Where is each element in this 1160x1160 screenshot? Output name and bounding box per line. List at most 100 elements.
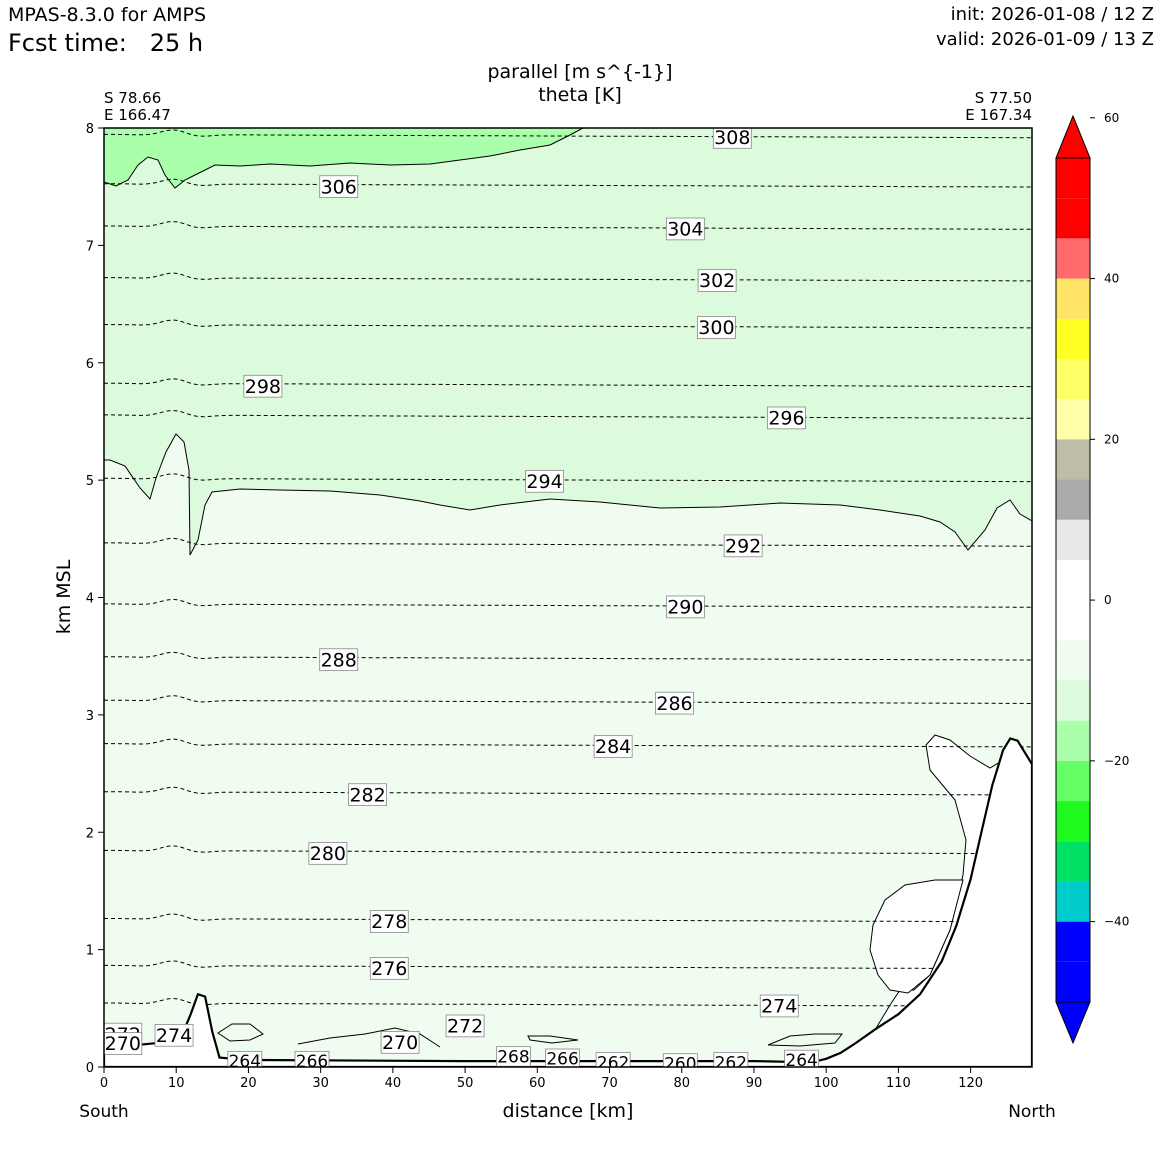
isotherm-label-box [655, 691, 694, 715]
isotherm-label: 282 [348, 783, 387, 807]
shading-strong-band [104, 128, 583, 188]
isotherm-label-box [154, 1023, 194, 1047]
isotherm-label: 274 [154, 1023, 194, 1047]
isotherm-label-text: 266 [296, 1052, 328, 1072]
contour-small-1 [217, 1023, 264, 1042]
right-endpoint-lat: S 77.50 [975, 89, 1032, 107]
isotherm-line [104, 960, 1032, 970]
colorbar-band [1056, 680, 1090, 721]
isotherm-label: 270 [380, 1031, 420, 1054]
isotherm-label: 264 [784, 1049, 820, 1071]
colorbar-band [1056, 238, 1090, 279]
colorbar-band [1056, 881, 1090, 922]
colorbar-tick-label: 40 [1104, 272, 1119, 286]
isotherm-label: 266 [545, 1048, 580, 1070]
isotherm-label: 304 [665, 217, 705, 241]
isotherm-line [104, 178, 1032, 188]
isotherm-label-box [665, 217, 705, 241]
isotherm-label-box [319, 648, 359, 672]
isotherm-line [104, 409, 1032, 419]
isotherm-label-text: 264 [229, 1052, 261, 1072]
isotherm-label-box [525, 469, 564, 493]
isotherm-label-text: 274 [156, 1025, 192, 1047]
isotherm-label: 296 [767, 406, 806, 430]
isotherm-label-box [697, 269, 737, 292]
isotherm-label-text: 266 [546, 1050, 578, 1070]
isotherm-label-box [369, 910, 409, 933]
isotherm-label-text: 282 [349, 784, 385, 806]
isotherm-label-box [104, 1032, 143, 1055]
isotherm-label: 292 [723, 534, 763, 558]
isotherm-label-box [665, 595, 705, 619]
shading-mid-band [104, 128, 1032, 555]
isotherm-label: 268 [496, 1046, 531, 1067]
isotherm-label-box [595, 1052, 631, 1067]
isotherm-label-text: 298 [245, 376, 281, 398]
isotherm-line [104, 695, 1032, 704]
isotherm-label-box [369, 957, 409, 980]
isotherm-label: 274 [759, 994, 799, 1018]
isotherm-label-text: 284 [595, 736, 631, 758]
contour-zero-upper [104, 128, 584, 189]
y-tick-label: 7 [86, 239, 94, 254]
isotherm-label-text: 270 [382, 1032, 418, 1054]
isotherm-label-text: 288 [321, 649, 357, 671]
colorbar-band [1056, 439, 1090, 480]
colorbar-band [1056, 961, 1090, 1002]
isotherm-label: 264 [227, 1050, 263, 1072]
isotherm-label: 276 [369, 957, 409, 980]
colorbar-tick-label: −20 [1104, 754, 1129, 768]
y-tick-label: 4 [86, 592, 94, 607]
y-tick-label: 6 [86, 357, 94, 372]
isotherm-label-text: 300 [698, 317, 734, 339]
isotherm-label: 308 [712, 127, 752, 149]
contour-zero-middle [104, 433, 1032, 556]
x-tick-label: 40 [385, 1076, 402, 1091]
y-tick-label: 0 [86, 1061, 94, 1076]
x-axis-ticks: 0 10 20 30 40 50 60 70 80 90 100 110 120 [100, 1067, 983, 1091]
isotherm-label-text: 308 [714, 127, 750, 149]
colorbar-tick-label: 60 [1104, 111, 1119, 125]
isotherm-label-text: 290 [667, 597, 703, 619]
y-tick-label: 5 [86, 474, 94, 489]
isotherm-label-box [712, 128, 752, 149]
forecast-time-label: Fcst time: [8, 29, 127, 57]
y-axis-label: km MSL [53, 559, 75, 634]
x-tick-label: 50 [457, 1076, 474, 1091]
isotherm-labels: 308 306 304 302 300 298 296 294 292 290 288 286 284 2… [104, 127, 820, 1073]
right-direction-label: North [1008, 1102, 1056, 1122]
x-tick-label: 90 [746, 1076, 763, 1091]
isotherm-label: 298 [243, 374, 283, 398]
y-tick-label: 2 [86, 826, 94, 841]
init-time: init: 2026-01-08 / 12 Z [950, 4, 1154, 25]
colorbar-under-arrow [1055, 1001, 1091, 1045]
colorbar-band [1056, 198, 1090, 239]
left-endpoint-lat: S 78.66 [104, 89, 161, 107]
isotherm-label: 262 [595, 1052, 631, 1073]
isotherm-line [104, 319, 1032, 329]
isotherm-label-text: 304 [667, 219, 703, 241]
x-tick-label: 20 [240, 1076, 257, 1091]
x-tick-label: 70 [601, 1076, 618, 1091]
x-axis-label: distance [km] [503, 1100, 634, 1122]
isotherm-label-box [308, 842, 348, 865]
isotherm-label-text: 292 [725, 536, 761, 558]
isotherm-label-box [445, 1014, 485, 1038]
colorbar-band [1056, 841, 1090, 882]
isotherm-line [104, 129, 1032, 139]
isotherm-label-text: 264 [785, 1051, 817, 1071]
colorbar-tick-label: 0 [1104, 593, 1112, 607]
isotherm-label-box [759, 994, 799, 1018]
isotherm-label-box [348, 783, 387, 807]
isotherm-label-box [784, 1049, 820, 1067]
isotherm-label-text: 268 [497, 1047, 529, 1067]
isotherm-label-box [243, 374, 283, 398]
isotherm-label: 290 [665, 595, 705, 619]
isotherm-label-box [380, 1031, 420, 1054]
model-title: MPAS-8.3.0 for AMPS [8, 4, 207, 26]
valid-time: valid: 2026-01-09 / 13 Z [936, 29, 1154, 50]
isotherm-label-box [294, 1050, 330, 1067]
colorbar-band [1056, 559, 1090, 601]
isotherm-label-text: 262 [597, 1053, 629, 1073]
